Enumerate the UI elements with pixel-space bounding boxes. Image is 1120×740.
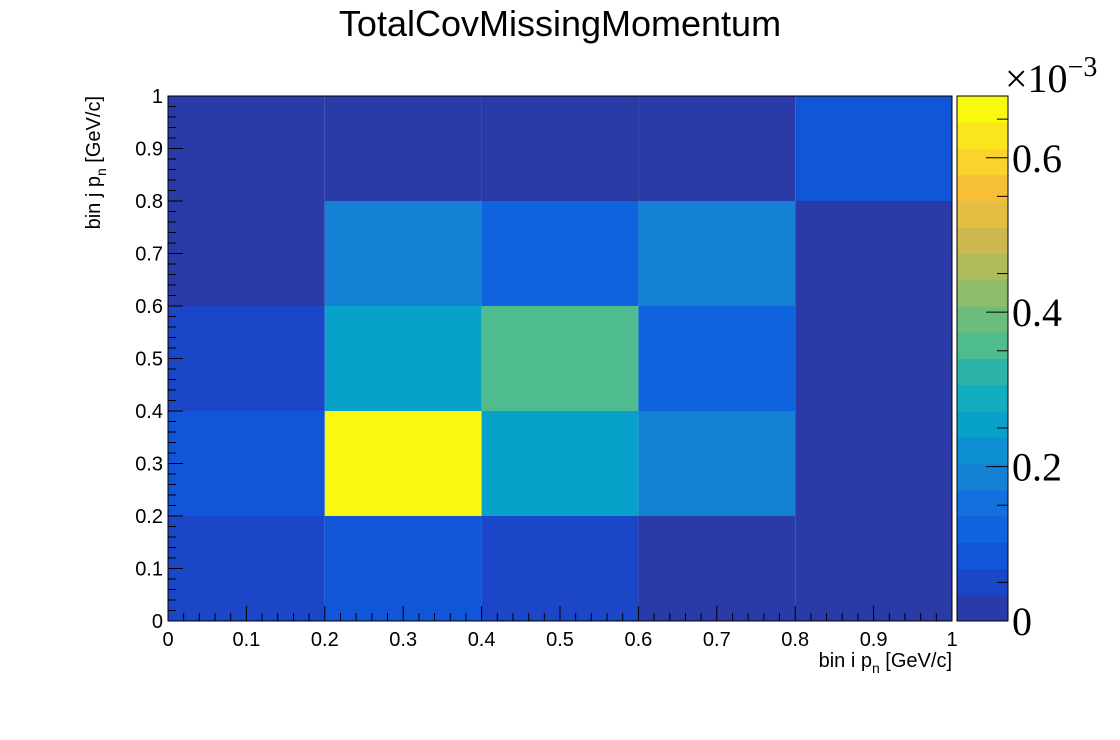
y-axis-label: bin j pn [GeV/c] <box>83 96 109 229</box>
colorbar-segment <box>957 279 1008 307</box>
x-tick-label: 0 <box>162 629 173 651</box>
colorbar-frame <box>956 95 1009 622</box>
y-tick-label: 0.3 <box>135 454 163 476</box>
colorbar-segment <box>957 332 1008 359</box>
x-tick-label: 0.9 <box>860 629 888 651</box>
colorbar: 0 0.2 0.4 0.6 <box>956 95 1062 644</box>
colorbar-tick-label: 0.2 <box>1012 445 1062 490</box>
heatmap-cell <box>481 201 639 306</box>
x-tick-label: 0.1 <box>232 629 260 651</box>
heatmap-cell <box>324 306 482 411</box>
heatmap-cell <box>324 516 482 621</box>
y-tick-label: 0.1 <box>135 559 163 581</box>
x-tick-label: 1 <box>946 629 957 651</box>
heatmap-cells <box>168 96 952 621</box>
heatmap-cell <box>795 411 952 516</box>
y-tick-label: 0.2 <box>135 506 163 528</box>
colorbar-segment <box>957 489 1008 517</box>
colorbar-segment <box>957 437 1008 464</box>
heatmap-cell <box>324 201 482 306</box>
x-tick-label: 0.4 <box>468 629 496 651</box>
x-tick-label: 0.6 <box>624 629 652 651</box>
heatmap-cell <box>481 96 639 201</box>
x-axis: 0 0.1 0.2 0.3 0.4 0.5 0.6 0.7 0.8 0.9 1 <box>162 606 958 651</box>
y-tick-label: 0.8 <box>135 191 163 213</box>
heatmap-cell <box>168 306 325 411</box>
heatmap-cell <box>481 306 639 411</box>
colorbar-exponent-label: ×10−3 <box>1005 52 1097 101</box>
colorbar-segment <box>957 463 1008 491</box>
heatmap-cell <box>638 411 796 516</box>
colorbar-segment <box>957 122 1008 149</box>
heatmap-cell <box>795 516 952 621</box>
colorbar-segment <box>957 358 1008 386</box>
x-tick-label: 0.5 <box>546 629 574 651</box>
colorbar-segment <box>957 96 1008 123</box>
heatmap-cell <box>481 516 639 621</box>
y-tick-label: 0.7 <box>135 244 163 266</box>
heatmap-cell <box>168 516 325 621</box>
colorbar-segment <box>957 253 1008 281</box>
heatmap-cell <box>795 96 952 201</box>
y-tick-label: 0.9 <box>135 139 163 161</box>
x-tick-label: 0.8 <box>781 629 809 651</box>
colorbar-tick-label: 0.6 <box>1012 136 1062 181</box>
heatmap-cell <box>638 201 796 306</box>
colorbar-segment <box>957 201 1008 228</box>
y-tick-label: 0 <box>152 611 163 633</box>
y-tick-label: 0.5 <box>135 349 163 371</box>
y-tick-label: 0.4 <box>135 401 163 423</box>
colorbar-segment <box>957 148 1008 176</box>
colorbar-segment <box>957 516 1008 543</box>
colorbar-segment <box>957 174 1008 202</box>
heatmap-cell <box>168 201 325 306</box>
colorbar-segment <box>957 594 1008 622</box>
colorbar-segment <box>957 542 1008 569</box>
x-tick-label: 0.2 <box>311 629 339 651</box>
heatmap-cell <box>795 306 952 411</box>
heatmap-cell <box>168 96 325 201</box>
y-tick-label: 1 <box>152 86 163 108</box>
chart-title: TotalCovMissingMomentum <box>339 3 781 44</box>
colorbar-segment <box>957 411 1008 438</box>
y-tick-label: 0.6 <box>135 296 163 318</box>
colorbar-segment <box>957 227 1008 254</box>
colorbar-segment <box>957 384 1008 412</box>
colorbar-segment <box>957 568 1008 596</box>
y-axis: 0 0.1 0.2 0.3 0.4 0.5 0.6 0.7 0.8 0.9 1 <box>135 86 183 633</box>
heatmap-cell <box>795 201 952 306</box>
x-tick-label: 0.7 <box>703 629 731 651</box>
colorbar-tick-label: 0 <box>1012 599 1032 644</box>
heatmap-cell <box>638 96 796 201</box>
heatmap-cell <box>324 411 482 516</box>
heatmap-cell <box>481 411 639 516</box>
heatmap-cell <box>324 96 482 201</box>
x-axis-label: bin i pn [GeV/c] <box>819 650 952 676</box>
colorbar-tick-label: 0.4 <box>1012 290 1062 335</box>
colorbar-segment <box>957 306 1008 333</box>
heatmap-cell <box>168 411 325 516</box>
heatmap-cell <box>638 306 796 411</box>
heatmap-cell <box>638 516 796 621</box>
x-tick-label: 0.3 <box>389 629 417 651</box>
